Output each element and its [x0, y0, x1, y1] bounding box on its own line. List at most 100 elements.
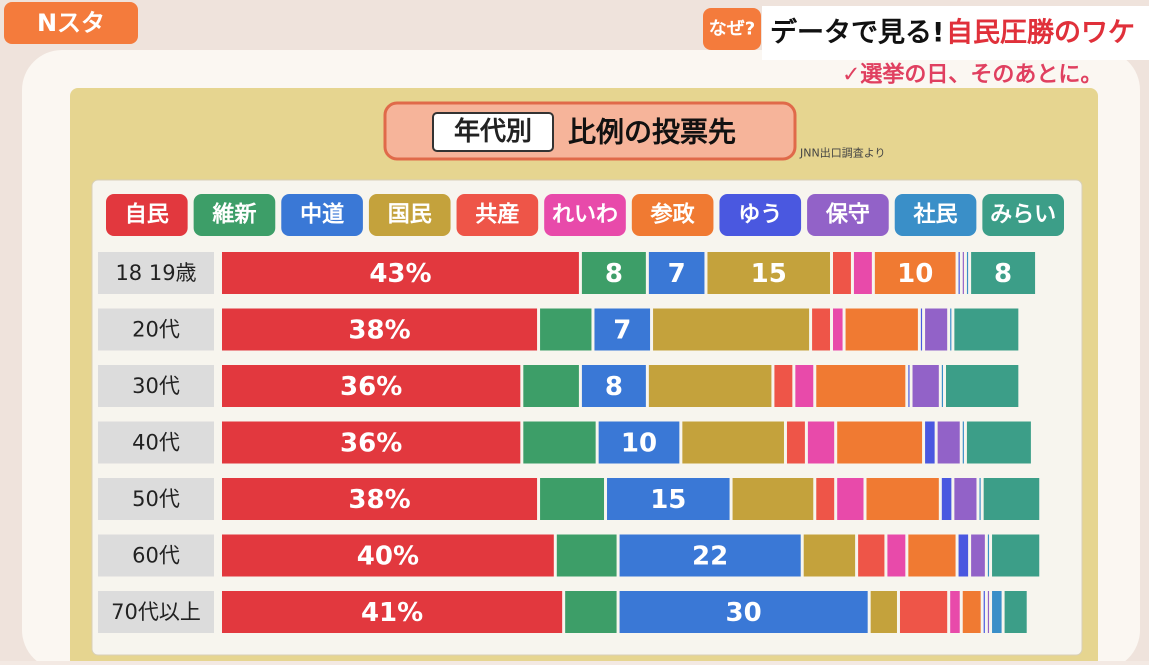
- legend-swatch: [106, 194, 188, 236]
- bar-segment: [540, 478, 605, 520]
- bar-segment: [971, 534, 985, 577]
- bar-segment: [581, 365, 646, 407]
- bar-segment: [958, 252, 960, 294]
- bar-segment: [925, 421, 935, 464]
- bar-segment: [983, 478, 1040, 520]
- logo: Nスタ: [37, 9, 105, 37]
- bar-segment: [925, 308, 948, 351]
- legend-label: 共産: [475, 203, 519, 228]
- bar-segment: [653, 308, 810, 351]
- bar-segment: [837, 478, 864, 520]
- value-label: 8: [605, 259, 623, 289]
- bar-segment: [950, 591, 960, 633]
- bar-segment: [845, 308, 918, 351]
- bar-segment: [1004, 591, 1027, 633]
- value-label: 10: [621, 429, 657, 459]
- question: なぜ?: [709, 19, 755, 40]
- legend-swatch: [456, 194, 539, 236]
- bar-segment: [946, 365, 1019, 407]
- value-label: 36%: [340, 372, 402, 402]
- value-label: 7: [668, 259, 686, 289]
- legend-label: 自民: [125, 202, 169, 228]
- bar-segment: [648, 252, 705, 294]
- legend-label: みらい: [990, 203, 1056, 228]
- value-label: 10: [897, 259, 933, 289]
- bar-segment: [987, 534, 990, 577]
- bar-segment: [594, 308, 651, 351]
- bar-segment: [598, 421, 680, 464]
- value-label: 15: [751, 259, 787, 289]
- bar-segment: [619, 591, 868, 633]
- legend-swatch: [807, 194, 889, 236]
- legend-label: ゆう: [738, 203, 782, 228]
- headline-accent: 自民圧勝のワケ: [946, 17, 1135, 49]
- bar-segment: [540, 308, 592, 351]
- row-label: 20代: [132, 318, 180, 342]
- bar-segment: [786, 421, 805, 464]
- bar-segment: [962, 591, 981, 633]
- source: JNN出口調査より: [799, 146, 885, 160]
- bar-segment: [523, 365, 579, 407]
- bar-segment: [795, 365, 814, 407]
- bar-segment: [950, 308, 952, 351]
- bar-segment: [222, 252, 579, 294]
- bar-segment: [732, 478, 814, 520]
- legend-swatch: [719, 194, 802, 236]
- legend-swatch: [368, 194, 451, 236]
- row-label: 40代: [132, 431, 180, 455]
- tagline: ✓選挙の日、そのあとに。: [842, 62, 1102, 88]
- legend-swatch: [631, 194, 714, 236]
- bar-segment: [812, 308, 831, 351]
- value-label: 22: [692, 542, 728, 572]
- row-label-box: [98, 534, 214, 577]
- row-label: 60代: [132, 544, 180, 568]
- bar-segment: [966, 252, 969, 294]
- row-label-box: [98, 252, 214, 294]
- bar-segment: [581, 252, 646, 294]
- legend-label: 参政: [650, 202, 696, 228]
- legend-swatch: [193, 194, 276, 236]
- bar-segment: [774, 365, 793, 407]
- value-label: 43%: [369, 259, 431, 289]
- bar-segment: [619, 534, 801, 577]
- row-label: 50代: [132, 487, 180, 511]
- value-label: 30: [726, 598, 762, 628]
- bar-segment: [937, 421, 960, 464]
- bar-segment: [899, 591, 948, 633]
- bar-segment: [607, 478, 730, 520]
- bar-segment: [222, 478, 538, 520]
- title-tag-box: [432, 112, 554, 152]
- chart-title: 比例の投票先: [568, 116, 736, 149]
- bar-segment: [556, 534, 617, 577]
- legend-label: 中道: [300, 203, 344, 228]
- row-label-box: [98, 591, 214, 633]
- value-label: 38%: [348, 485, 410, 515]
- value-label: 15: [650, 485, 686, 515]
- bar-segment: [962, 421, 964, 464]
- value-label: 36%: [340, 429, 402, 459]
- bar-segment: [648, 365, 772, 407]
- value-label: 8: [605, 372, 623, 402]
- bar-segment: [222, 421, 521, 464]
- row-label-box: [98, 421, 214, 464]
- legend-swatch: [544, 194, 626, 236]
- bar-segment: [887, 534, 906, 577]
- bar-segment: [870, 591, 897, 633]
- bar-segment: [565, 591, 617, 633]
- bar-segment: [222, 591, 563, 633]
- value-label: 7: [613, 316, 631, 346]
- logo-box: [4, 2, 138, 44]
- bar-segment: [858, 534, 885, 577]
- legend-swatch: [281, 194, 363, 236]
- bar-segment: [983, 591, 985, 633]
- bar-segment: [707, 252, 831, 294]
- legend-swatch: [894, 194, 977, 236]
- legend-label: 国民: [388, 203, 432, 228]
- bar-segment: [971, 252, 1036, 294]
- bar-segment: [523, 421, 596, 464]
- bar-segment: [908, 365, 910, 407]
- legend-label: 維新: [212, 202, 256, 228]
- bar-segment: [803, 534, 856, 577]
- legend-label: 保守: [825, 203, 870, 228]
